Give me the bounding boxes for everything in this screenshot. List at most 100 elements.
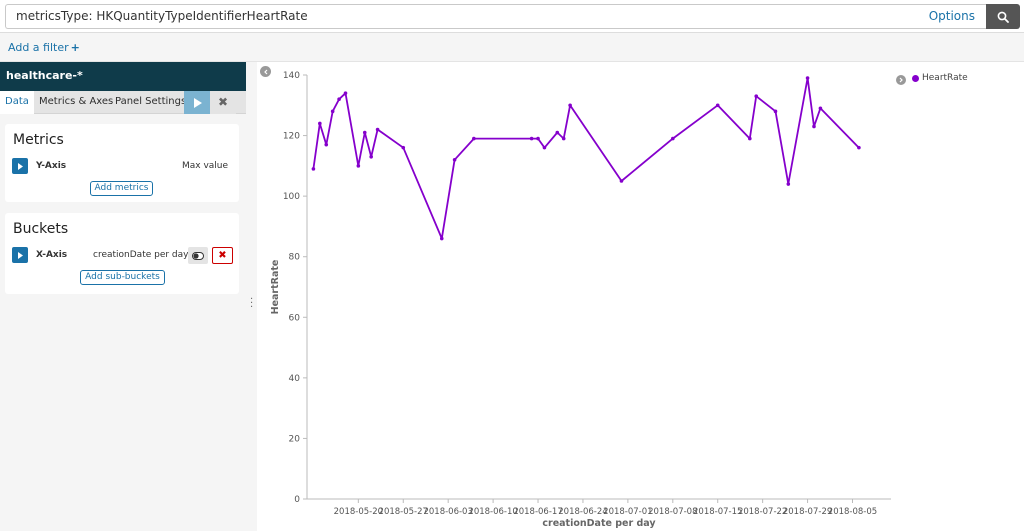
data-point [318, 121, 322, 126]
data-point [337, 97, 341, 102]
x-tick-label: 2018-06-10 [468, 507, 517, 517]
data-point [529, 136, 534, 141]
data-point [375, 127, 380, 132]
x-tick-label: 2018-07-29 [783, 507, 832, 517]
data-point [362, 130, 367, 135]
data-point [568, 103, 572, 108]
x-tick-label: 2018-07-22 [738, 507, 787, 517]
query-bar: metricsType: HKQuantityTypeIdentifierHea… [0, 0, 1024, 33]
data-point [786, 182, 791, 186]
y-tick-label: 60 [289, 313, 301, 323]
data-point [330, 109, 335, 114]
editor-sidebar: healthcare-* Data Metrics & Axes Panel S… [0, 62, 246, 531]
legend-label: HeartRate [922, 73, 968, 83]
data-point [452, 158, 457, 162]
x-axis-expand-toggle[interactable] [12, 247, 28, 263]
data-point [369, 154, 373, 159]
x-tick-label: 2018-08-05 [828, 507, 877, 517]
data-point [619, 179, 624, 183]
data-point [805, 76, 810, 80]
plus-icon: + [70, 41, 80, 54]
collapse-sidebar-button[interactable] [260, 66, 271, 77]
data-point [356, 164, 361, 168]
data-point [754, 94, 759, 98]
y-tick-label: 0 [294, 495, 300, 505]
series-line-heartrate [312, 77, 860, 240]
metrics-panel: Metrics Y-Axis Max value Add metrics [5, 124, 239, 202]
query-text: metricsType: HKQuantityTypeIdentifierHea… [16, 9, 308, 23]
x-tick-label: 2018-06-17 [513, 507, 562, 517]
data-point [311, 167, 316, 171]
search-button[interactable] [986, 4, 1020, 29]
options-link[interactable]: Options [928, 9, 975, 23]
buckets-title: Buckets [13, 221, 69, 237]
chevron-right-icon [899, 77, 903, 83]
data-point [857, 145, 861, 150]
toggle-icon [192, 251, 204, 260]
data-point [671, 136, 675, 141]
legend-dot [912, 74, 919, 82]
y-axis-title: HeartRate [270, 260, 281, 315]
legend-item[interactable]: HeartRate [912, 73, 968, 83]
x-tick-label: 2018-07-08 [648, 507, 697, 517]
data-point [748, 136, 752, 141]
apply-changes-button[interactable] [184, 91, 210, 114]
add-metrics-button[interactable]: Add metrics [90, 181, 153, 196]
remove-aggregation-button[interactable]: ✖ [212, 247, 233, 264]
legend-toggle-button[interactable] [896, 75, 906, 85]
data-point [812, 124, 816, 129]
search-icon [997, 11, 1009, 23]
data-point [773, 109, 778, 114]
toggle-aggregation-switch[interactable] [188, 247, 208, 264]
x-tick-label: 2018-07-15 [693, 507, 742, 517]
play-icon [193, 97, 202, 108]
x-tick-label: 2018-05-20 [334, 507, 383, 517]
tab-panel-settings[interactable]: Panel Settings [115, 96, 187, 107]
add-filter-link[interactable]: Add a filter + [8, 41, 80, 54]
metrics-title: Metrics [13, 132, 64, 148]
x-axis-description: creationDate per day [93, 250, 189, 260]
y-axis-description: Max value [182, 161, 229, 171]
chart-panel [257, 62, 1024, 531]
buckets-panel: Buckets X-Axis creationDate per day ✖ Ad… [5, 213, 239, 294]
data-point [561, 136, 566, 141]
y-tick-label: 140 [283, 71, 300, 81]
tab-data[interactable]: Data [0, 91, 34, 114]
data-point [542, 145, 547, 150]
y-tick-label: 100 [283, 192, 300, 202]
y-tick-label: 120 [283, 132, 300, 142]
y-tick-label: 20 [289, 434, 301, 444]
x-tick-label: 2018-05-27 [379, 507, 428, 517]
x-axis-label: X-Axis [36, 250, 68, 260]
sidebar-tabs: Data Metrics & Axes Panel Settings ✖ [0, 91, 246, 114]
caret-right-icon [18, 162, 23, 170]
data-point [818, 106, 823, 111]
data-point [472, 136, 476, 141]
data-point [715, 103, 720, 108]
data-point [324, 142, 329, 147]
data-point [343, 91, 348, 95]
tab-metrics-axes[interactable]: Metrics & Axes [39, 96, 114, 107]
data-point [439, 236, 444, 241]
data-point [555, 130, 560, 135]
x-axis-title: creationDate per day [542, 518, 656, 529]
chevron-left-icon [263, 69, 267, 74]
x-tick-label: 2018-06-03 [423, 507, 472, 517]
x-tick-label: 2018-07-01 [603, 507, 652, 517]
y-tick-label: 40 [289, 374, 301, 384]
y-axis-expand-toggle[interactable] [12, 158, 28, 174]
data-point [536, 136, 540, 141]
line-chart: 0204060801001201402018-05-202018-05-2720… [270, 71, 891, 529]
x-tick-label: 2018-06-24 [558, 507, 607, 517]
add-filter-label: Add a filter [8, 41, 69, 54]
caret-right-icon [18, 251, 23, 259]
sidebar-resize-handle[interactable]: · · · [250, 294, 254, 313]
data-point [401, 145, 406, 150]
y-tick-label: 80 [289, 253, 301, 263]
filter-bar: Add a filter + [0, 33, 1024, 62]
discard-changes-button[interactable]: ✖ [210, 91, 236, 114]
index-pattern-title: healthcare-* [0, 62, 246, 91]
query-input[interactable]: metricsType: HKQuantityTypeIdentifierHea… [5, 4, 986, 29]
add-sub-buckets-button[interactable]: Add sub-buckets [80, 270, 165, 285]
y-axis-label: Y-Axis [36, 161, 67, 171]
